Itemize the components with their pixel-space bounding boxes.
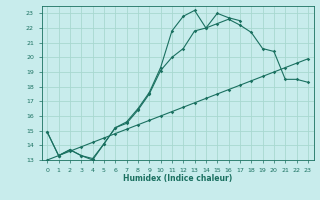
X-axis label: Humidex (Indice chaleur): Humidex (Indice chaleur) xyxy=(123,174,232,183)
